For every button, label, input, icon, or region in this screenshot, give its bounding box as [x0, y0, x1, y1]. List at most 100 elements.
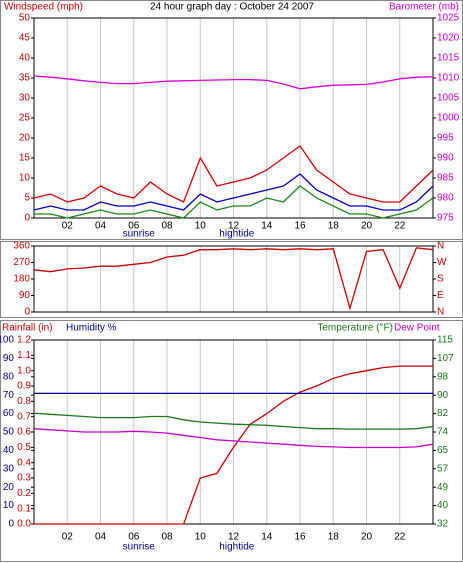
annotation: sunrise — [123, 542, 156, 553]
y-tick-label: 32 — [437, 519, 449, 530]
y-tick-label: 90 — [3, 353, 15, 364]
series-line — [33, 75, 434, 90]
x-tick-label: 18 — [328, 532, 340, 543]
panel-frame — [0, 0, 463, 240]
x-tick-label: 02 — [62, 221, 74, 232]
series-line — [34, 185, 434, 219]
y-tick-label: 74 — [437, 427, 449, 438]
series-line — [34, 365, 433, 525]
y-tick-label: 30 — [3, 463, 15, 474]
y-tick-label: 30 — [19, 93, 31, 104]
x-tick-label: 04 — [95, 221, 107, 232]
y-tick-label: N — [437, 307, 444, 318]
x-tick-label: 08 — [161, 532, 173, 543]
series-line — [33, 247, 434, 311]
y-tick-label: 1025 — [437, 13, 460, 24]
humidity-title: Humidity % — [66, 323, 117, 334]
y-tick-label: 35 — [19, 73, 31, 84]
y-tick-label: 0.7 — [17, 411, 31, 422]
y-tick-label: 0 — [8, 519, 14, 530]
y-tick-label: 70 — [3, 390, 15, 401]
panel-frame — [0, 241, 463, 318]
x-tick-label: 12 — [228, 221, 240, 232]
rainfall-title: Rainfall (in) — [2, 323, 53, 334]
y-axis-title: Windspeed (mph) — [4, 2, 83, 13]
x-tick-label: 02 — [62, 532, 74, 543]
y-tick-label: 0.1 — [17, 503, 31, 514]
annotation: sunrise — [123, 229, 156, 240]
y-tick-label: 1.1 — [17, 350, 31, 361]
y-tick-label: 0.4 — [17, 457, 31, 468]
y-tick-label: 25 — [19, 113, 31, 124]
y-tick-label: 1000 — [437, 113, 460, 124]
x-tick-label: 22 — [394, 532, 406, 543]
annotation: hightide — [219, 542, 254, 553]
y-tick-label: 40 — [19, 53, 31, 64]
y-tick-label: 980 — [437, 193, 454, 204]
annotation: hightide — [219, 229, 254, 240]
y-tick-label: 1.2 — [17, 335, 31, 346]
y-tick-label: 50 — [3, 427, 15, 438]
x-tick-label: 16 — [294, 221, 306, 232]
y-tick-label: 57 — [437, 463, 449, 474]
y-tick-label: 100 — [0, 335, 14, 346]
y-tick-label: 107 — [437, 353, 454, 364]
y-tick-label: 5 — [24, 193, 30, 204]
y-tick-label: 82 — [437, 408, 449, 419]
y-tick-label: 40 — [437, 500, 449, 511]
y-tick-label: 1015 — [437, 53, 460, 64]
y-tick-label: 115 — [437, 335, 453, 346]
y-tick-label: 60 — [3, 408, 15, 419]
y-tick-label: 20 — [3, 482, 15, 493]
y-tick-label: 0.5 — [17, 442, 31, 453]
y-tick-label: 15 — [19, 153, 31, 164]
x-tick-label: 04 — [95, 532, 107, 543]
y-tick-label: 10 — [19, 173, 31, 184]
y-tick-label: 0.0 — [17, 519, 31, 530]
y-tick-label: 10 — [3, 500, 15, 511]
y-tick-label: 45 — [19, 33, 31, 44]
x-tick-label: 14 — [261, 221, 273, 232]
y-tick-label: 360 — [13, 241, 30, 252]
series-line — [33, 145, 434, 203]
series-line — [33, 428, 434, 449]
x-tick-label: 20 — [361, 532, 373, 543]
y-tick-label: 0.6 — [17, 427, 31, 438]
y-tick-label: 0.9 — [17, 381, 31, 392]
chart-title: 24 hour graph day : October 24 2007 — [150, 2, 314, 13]
y-tick-label: 975 — [437, 213, 454, 224]
y-tick-label: 985 — [437, 173, 454, 184]
y-tick-label: 90 — [19, 290, 31, 301]
x-tick-label: 10 — [195, 221, 207, 232]
y-tick-label: 1020 — [437, 33, 460, 44]
y-tick-label: 40 — [3, 445, 15, 456]
y-tick-label: 49 — [437, 482, 449, 493]
x-tick-label: 18 — [328, 221, 340, 232]
x-tick-label: 12 — [228, 532, 240, 543]
x-tick-label: 16 — [294, 532, 306, 543]
y2-axis-title: Barometer (mb) — [389, 2, 459, 13]
y-tick-label: 0.8 — [17, 396, 31, 407]
y-tick-label: 1010 — [437, 73, 460, 84]
y-tick-label: 995 — [437, 133, 454, 144]
y-tick-label: E — [437, 290, 444, 301]
x-tick-label: 06 — [128, 221, 140, 232]
y-tick-label: W — [437, 257, 447, 268]
series-line — [33, 173, 434, 211]
y-tick-label: 1005 — [437, 93, 460, 104]
y-tick-label: N — [437, 241, 444, 252]
y-tick-label: 0.2 — [17, 488, 31, 499]
y-tick-label: S — [437, 274, 444, 285]
y-tick-label: 50 — [19, 13, 31, 24]
y-tick-label: 990 — [437, 153, 454, 164]
y-tick-label: 1.0 — [17, 365, 31, 376]
y-tick-label: 0 — [24, 307, 30, 318]
y-tick-label: 20 — [19, 133, 31, 144]
y-tick-label: 0.3 — [17, 473, 31, 484]
y-tick-label: 80 — [3, 371, 15, 382]
y-tick-label: 65 — [437, 445, 449, 456]
y-tick-label: 90 — [437, 390, 449, 401]
x-tick-label: 10 — [195, 532, 207, 543]
x-tick-label: 22 — [394, 221, 406, 232]
